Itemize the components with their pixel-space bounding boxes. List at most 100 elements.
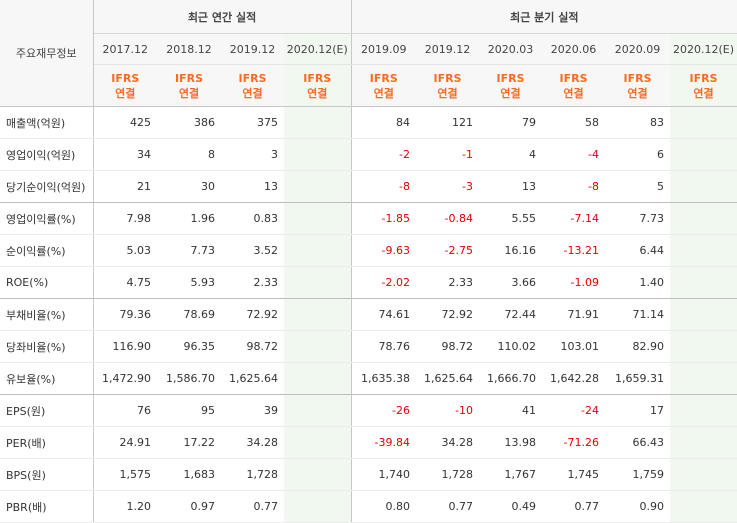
table-row: PER(배) 24.91 17.22 34.28 -39.84 34.28 13.98 -71…	[0, 426, 737, 459]
ifrs-text: IFRS	[303, 71, 332, 85]
ifrs-label: IFRS 연결	[479, 64, 543, 107]
row-label: PER(배)	[0, 426, 94, 459]
annual-value-cell: 1.20	[93, 490, 157, 523]
quarter-value-cell: 13.98	[479, 426, 543, 459]
period-header: 2019.12	[416, 33, 480, 65]
annual-value-cell: 0.97	[157, 490, 221, 523]
consolidated-text: 연결	[307, 86, 328, 100]
annual-value-cell: 95	[157, 394, 221, 427]
annual-value-cell: 79.36	[93, 298, 157, 331]
period-header: 2017.12	[93, 33, 157, 65]
ifrs-text: IFRS	[623, 71, 652, 85]
quarter-value-cell	[670, 330, 737, 363]
ifrs-label: IFRS 연결	[157, 64, 221, 107]
annual-value-cell	[284, 170, 352, 203]
ifrs-text: IFRS	[111, 71, 140, 85]
annual-value-cell	[284, 202, 352, 235]
annual-value-cell: 76	[93, 394, 157, 427]
row-label: 당좌비율(%)	[0, 330, 94, 363]
row-label: 부채비율(%)	[0, 298, 94, 331]
table-row: 영업이익(억원) 34 8 3 -2 -1 4 -4 6	[0, 138, 737, 171]
quarter-value-cell: 71.91	[542, 298, 606, 331]
quarter-value-cell: -13.21	[542, 234, 606, 267]
quarter-value-cell: 1,740	[350, 458, 417, 491]
consolidated-text: 연결	[373, 86, 394, 100]
annual-value-cell	[284, 362, 352, 395]
table-row: PBR(배) 1.20 0.97 0.77 0.80 0.77 0.49 0.77 0.90	[0, 490, 737, 523]
quarter-value-cell: -3	[416, 170, 480, 203]
period-header: 2020.12(E)	[670, 33, 737, 65]
annual-value-cell: 34	[93, 138, 157, 171]
row-label: ROE(%)	[0, 266, 94, 299]
annual-value-cell: 39	[221, 394, 284, 427]
quarter-group-header: 최근 분기 실적	[350, 0, 737, 34]
table-row: BPS(원) 1,575 1,683 1,728 1,740 1,728 1,767 1,74…	[0, 458, 737, 491]
quarter-value-cell: 1,745	[542, 458, 606, 491]
quarter-value-cell: 103.01	[542, 330, 606, 363]
quarter-value-cell: 6.44	[605, 234, 671, 267]
table-row: 매출액(억원) 425 386 375 84 121 79 58 83	[0, 106, 737, 139]
quarter-value-cell: 0.49	[479, 490, 543, 523]
ifrs-label: IFRS 연결	[542, 64, 606, 107]
quarter-value-cell: 72.92	[416, 298, 480, 331]
annual-value-cell	[284, 106, 352, 139]
annual-value-cell: 386	[157, 106, 221, 139]
quarter-value-cell: 1,635.38	[350, 362, 417, 395]
annual-value-cell: 96.35	[157, 330, 221, 363]
quarter-value-cell: 58	[542, 106, 606, 139]
quarter-value-cell: 1,728	[416, 458, 480, 491]
quarter-value-cell: 82.90	[605, 330, 671, 363]
period-header: 2020.03	[479, 33, 543, 65]
ifrs-label: IFRS 연결	[670, 64, 737, 107]
quarter-value-cell: 2.33	[416, 266, 480, 299]
annual-value-cell: 375	[221, 106, 284, 139]
period-header: 2019.12	[221, 33, 284, 65]
consolidated-text: 연결	[242, 86, 263, 100]
quarter-value-cell: 5	[605, 170, 671, 203]
consolidated-text: 연결	[693, 86, 714, 100]
quarter-value-cell: 66.43	[605, 426, 671, 459]
quarter-value-cell	[670, 202, 737, 235]
annual-value-cell	[284, 266, 352, 299]
annual-value-cell: 7.98	[93, 202, 157, 235]
quarter-value-cell: 1,759	[605, 458, 671, 491]
quarter-value-cell: 0.77	[542, 490, 606, 523]
annual-value-cell: 5.93	[157, 266, 221, 299]
quarter-value-cell: 71.14	[605, 298, 671, 331]
quarter-value-cell	[670, 106, 737, 139]
annual-value-cell: 1,586.70	[157, 362, 221, 395]
table-row: 당좌비율(%) 116.90 96.35 98.72 78.76 98.72 110.02 1…	[0, 330, 737, 363]
period-header: 2019.09	[350, 33, 417, 65]
consolidated-text: 연결	[627, 86, 648, 100]
ifrs-label: IFRS 연결	[605, 64, 671, 107]
ifrs-label: IFRS 연결	[284, 64, 352, 107]
quarter-value-cell: 34.28	[416, 426, 480, 459]
annual-group-header: 최근 연간 실적	[93, 0, 352, 34]
annual-value-cell: 17.22	[157, 426, 221, 459]
annual-value-cell: 30	[157, 170, 221, 203]
quarter-value-cell: -8	[542, 170, 606, 203]
quarter-value-cell: -0.84	[416, 202, 480, 235]
ifrs-text: IFRS	[369, 71, 398, 85]
quarter-value-cell: -4	[542, 138, 606, 171]
annual-value-cell: 1,625.64	[221, 362, 284, 395]
quarter-value-cell: -2	[350, 138, 417, 171]
quarter-value-cell: -9.63	[350, 234, 417, 267]
quarter-value-cell: 1.40	[605, 266, 671, 299]
annual-value-cell: 34.28	[221, 426, 284, 459]
quarter-value-cell	[670, 458, 737, 491]
ifrs-text: IFRS	[496, 71, 525, 85]
quarter-value-cell: 98.72	[416, 330, 480, 363]
quarter-value-cell	[670, 138, 737, 171]
annual-value-cell: 1,575	[93, 458, 157, 491]
annual-value-cell: 1,683	[157, 458, 221, 491]
quarter-value-cell: -10	[416, 394, 480, 427]
annual-value-cell: 1,728	[221, 458, 284, 491]
quarter-value-cell: 1,666.70	[479, 362, 543, 395]
quarter-value-cell: 121	[416, 106, 480, 139]
ifrs-header-row: IFRS 연결 IFRS 연결 IFRS 연결 IFRS 연결 IFRS 연결 IFRS 연결 IFRS…	[0, 64, 737, 107]
annual-value-cell: 21	[93, 170, 157, 203]
quarter-value-cell: -26	[350, 394, 417, 427]
annual-value-cell: 116.90	[93, 330, 157, 363]
corner-label: 주요재무정보	[0, 0, 94, 107]
